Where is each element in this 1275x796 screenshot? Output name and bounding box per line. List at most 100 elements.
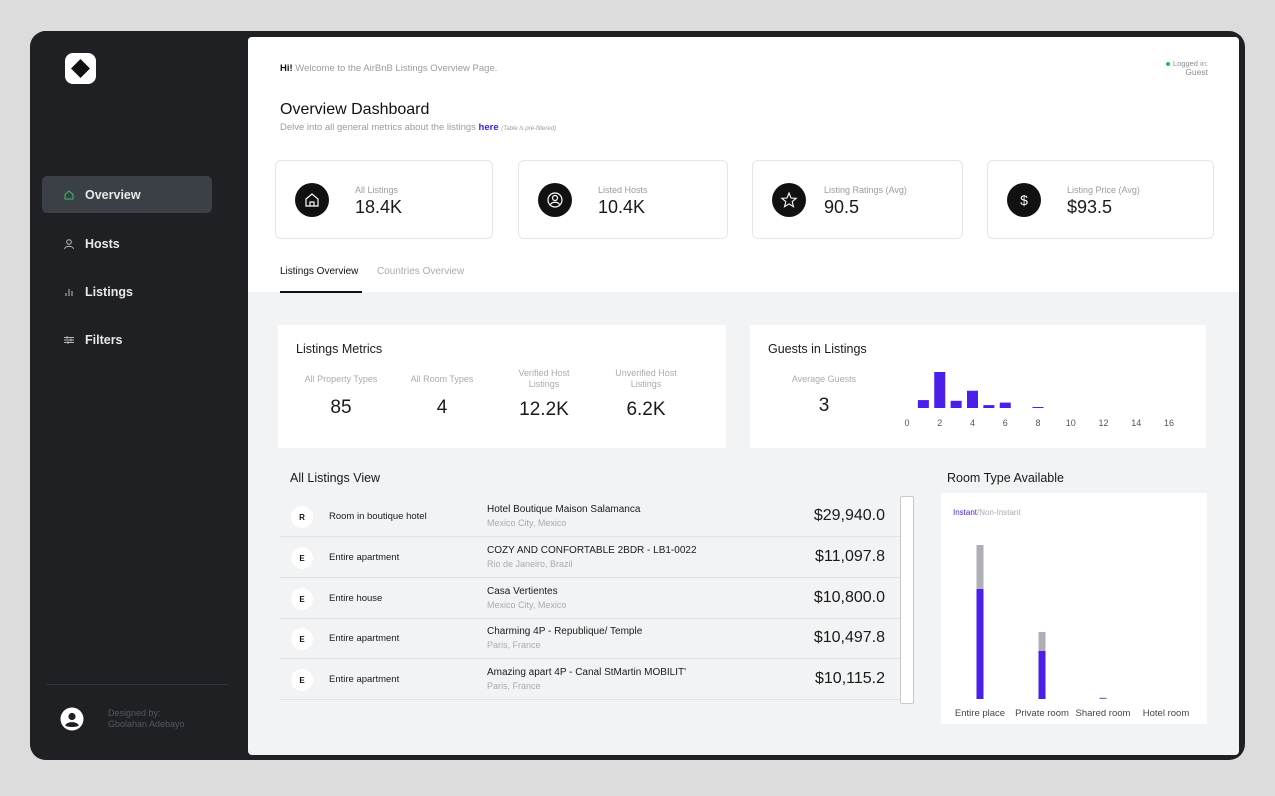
histogram-bar <box>967 390 978 408</box>
greeting-text: Welcome to the AirBnB Listings Overview … <box>292 63 498 74</box>
row-listing-name: Casa Vertientes <box>487 586 558 597</box>
login-status: Logged in: Guest <box>1165 59 1208 77</box>
star-icon <box>772 183 806 217</box>
tab-listings-overview[interactable]: Listings Overview <box>280 266 359 277</box>
metric-value: 12.2K <box>519 399 569 420</box>
bar-instant <box>976 589 984 699</box>
designer-label: Designed by: <box>108 708 161 718</box>
metric-property-types: All Property Types 85 <box>298 374 384 419</box>
dollar-icon: $ <box>1007 183 1041 217</box>
x-category-label: Shared room <box>1076 708 1131 719</box>
sidebar-item-overview[interactable]: Overview <box>42 176 212 213</box>
metric-label: All Property Types <box>304 374 378 384</box>
designer-name: Gbolahan Adebayo <box>108 719 185 729</box>
metric-value: 85 <box>330 397 352 418</box>
row-location: Paris, France <box>487 640 541 650</box>
tab-countries-overview[interactable]: Countries Overview <box>377 266 465 277</box>
kpi-card-all-listings: All Listings 18.4K <box>275 160 493 239</box>
row-room-type: Entire apartment <box>329 633 400 644</box>
active-tab-indicator <box>280 291 362 293</box>
row-initial-badge: R <box>291 506 313 528</box>
kpi-label: Listing Ratings (Avg) <box>824 185 907 195</box>
kpi-card-price: $ Listing Price (Avg) $93.5 <box>987 160 1214 239</box>
x-tick-label: 14 <box>1131 418 1141 428</box>
histogram-bar <box>934 372 946 408</box>
app-window: Overview Hosts Listings Filters <box>30 31 1245 760</box>
row-price: $10,800.0 <box>813 589 885 606</box>
sidebar-item-label: Hosts <box>85 236 120 251</box>
sidebar-item-label: Listings <box>85 284 133 299</box>
x-tick-label: 12 <box>1098 418 1108 428</box>
metric-label: Verified Host Listings <box>518 368 570 389</box>
metric-verified-hosts: Verified Host Listings 12.2K <box>508 368 580 421</box>
guests-histogram: 0 2 4 6 8 10 12 14 16 <box>904 372 1174 428</box>
page-title: Overview Dashboard <box>280 101 430 118</box>
section-title-room-type: Room Type Available <box>947 471 1064 485</box>
table-row[interactable]: E Entire apartment COZY AND CONFORTABLE … <box>280 538 900 578</box>
row-initial-badge: E <box>291 669 313 691</box>
table-row[interactable]: E Entire apartment Charming 4P - Republi… <box>280 619 900 659</box>
row-price: $29,940.0 <box>813 507 885 524</box>
metric-value: 4 <box>436 397 448 418</box>
sidebar-item-filters[interactable]: Filters <box>42 321 212 358</box>
sidebar-item-listings[interactable]: Listings <box>42 273 212 310</box>
bar-non-instant <box>1038 632 1046 651</box>
table-row[interactable]: R Room in boutique hotel Hotel Boutique … <box>280 497 900 537</box>
row-room-type: Entire apartment <box>329 552 400 563</box>
designer-credit: Designed by: Gbolahan Adebayo <box>60 707 185 731</box>
x-tick-label: 16 <box>1164 418 1174 428</box>
metric-average-guests: Average Guests 3 <box>780 374 868 417</box>
row-listing-name: Hotel Boutique Maison Salamanca <box>487 504 641 515</box>
sidebar-item-hosts[interactable]: Hosts <box>42 225 212 262</box>
row-location: Rio de Janeiro, Brazil <box>487 559 573 569</box>
login-label: Logged in: <box>1172 59 1208 68</box>
legend-instant: Instant <box>953 508 978 517</box>
bar-non-instant <box>976 545 984 589</box>
histogram-bar <box>917 400 929 408</box>
user-icon <box>538 183 572 217</box>
sidebar-divider <box>46 684 228 685</box>
subtitle-here-link[interactable]: here <box>478 122 499 133</box>
online-dot-icon <box>1165 62 1170 67</box>
x-category-label: Entire place <box>955 708 1005 719</box>
row-listing-name: Charming 4P - Republique/ Temple <box>487 626 643 637</box>
card-title: Guests in Listings <box>768 342 867 356</box>
kpi-label: Listing Price (Avg) <box>1067 185 1140 195</box>
table-row[interactable]: E Entire apartment Amazing apart 4P - Ca… <box>280 660 900 700</box>
room-type-card: Instant/Non-Instant Entire place Private … <box>941 493 1207 724</box>
listings-metrics-card: Listings Metrics All Property Types 85 A… <box>278 325 726 448</box>
sidebar-item-label: Overview <box>85 187 141 202</box>
row-initial-badge: E <box>291 588 313 610</box>
metric-value: 3 <box>818 395 830 416</box>
chart-legend: Instant/Non-Instant <box>953 508 1021 517</box>
histogram-bar <box>999 402 1011 408</box>
table-scrollbar[interactable] <box>900 496 914 704</box>
bar-non-instant <box>1099 697 1107 699</box>
guests-card: Guests in Listings Average Guests 3 0 2 4 6… <box>750 325 1206 448</box>
bar-instant <box>1099 698 1107 699</box>
row-price: $10,115.2 <box>815 670 885 687</box>
x-tick-label: 6 <box>1003 418 1008 428</box>
legend-separator: / <box>977 508 980 517</box>
table-row[interactable]: E Entire house Casa Vertientes Mexico Ci… <box>280 579 900 619</box>
user-icon <box>63 238 75 250</box>
app-logo[interactable] <box>65 53 96 84</box>
kpi-label: All Listings <box>355 185 399 195</box>
subtitle-text: Delve into all general metrics about the… <box>280 122 479 133</box>
x-tick-label: 4 <box>970 418 975 428</box>
legend-non-instant: Non-Instant <box>979 508 1021 517</box>
sidebar: Overview Hosts Listings Filters <box>30 31 248 760</box>
kpi-value: 10.4K <box>598 197 646 217</box>
login-user: Guest <box>1185 67 1208 77</box>
page-subtitle: Delve into all general metrics about the… <box>280 122 556 133</box>
histogram-bar <box>950 400 962 408</box>
row-room-type: Entire house <box>329 593 383 604</box>
subtitle-note: (Table is pre-filtered) <box>501 126 557 132</box>
home-icon <box>63 189 75 201</box>
avatar-icon <box>60 707 84 731</box>
kpi-value: 18.4K <box>355 197 403 217</box>
histogram-bar <box>1032 407 1044 408</box>
sidebar-item-label: Filters <box>85 332 123 347</box>
kpi-value: 90.5 <box>824 197 860 217</box>
x-category-label: Hotel room <box>1143 708 1190 719</box>
